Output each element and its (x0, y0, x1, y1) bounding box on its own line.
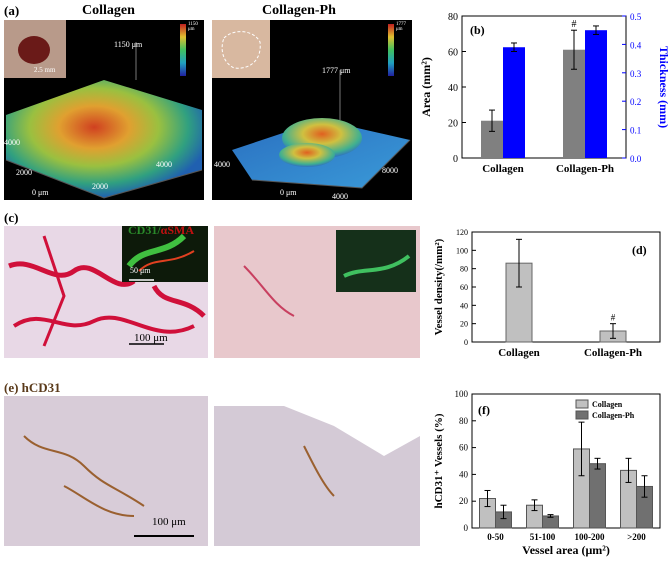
y2label-b: Thickness (mm) (657, 46, 668, 128)
legend-label-f: Collagen (592, 400, 623, 409)
xtick-label-f: 100-200 (575, 532, 605, 542)
ytick-label-d: 120 (456, 228, 468, 237)
surface-plot-collagen-ph: 1777 μm 1777 μm 0 μm 4000 8000 4000 (212, 20, 412, 200)
stain-label-cd31: CD31/ (128, 226, 161, 237)
peak-label-a: 1150 μm (114, 40, 143, 49)
histology-collagen: CD31/αSMA 50 μm 100 μm (4, 226, 208, 358)
panel-a-right-title: Collagen-Ph (262, 3, 336, 18)
ytick-label-b: 80 (448, 12, 458, 23)
ytick-label-f: 100 (455, 389, 469, 399)
bar-thickness-0 (503, 47, 525, 158)
panel-f-label: (f) (478, 403, 490, 417)
panel-d-label: (d) (632, 243, 647, 257)
ytick-label-f: 60 (459, 443, 469, 453)
xtick-label-d: Collagen (498, 347, 540, 359)
photo-scale-a: 2.5 mm (34, 66, 56, 74)
scale-c: 100 μm (134, 332, 168, 344)
ytick-label-d: 0 (464, 338, 468, 347)
axis-x-a-1: 2000 (92, 182, 108, 191)
cbar-max-a: 1150 μm (188, 22, 198, 32)
ytick-label-d: 80 (460, 265, 468, 274)
chart-d: 0 20 40 60 80 100 120 Collagen Collagen-Ph # (d) Ve… (433, 228, 661, 359)
xtick-label-f: >200 (627, 532, 646, 542)
ytick-label-f: 80 (459, 416, 469, 426)
ylabel-f: hCD31⁺ Vessels (%) (433, 413, 445, 508)
plot-frame-f (471, 393, 661, 529)
axis-origin-b: 0 μm (280, 188, 297, 197)
legend-swatch-f (575, 399, 589, 409)
xtick-label-b: Collagen-Ph (556, 163, 614, 175)
axis-y-b-1: 4000 (214, 160, 230, 169)
sig-mark-b: # (572, 19, 577, 30)
panel-c-label: (c) (4, 210, 19, 225)
peak-label-b: 1777 μm (322, 66, 351, 75)
y2tick-label-b: 0.4 (630, 40, 642, 50)
bar-thickness-1 (585, 30, 607, 159)
xlabel-f: Vessel area (μm²) (522, 543, 610, 557)
histology-collagen-ph (214, 226, 420, 358)
stain-label-asma: αSMA (160, 226, 195, 237)
scale-e: 100 μm (152, 516, 186, 528)
chart-f: 0 20 40 60 80 100 0-50 51-100 100-200 >200 Collage… (433, 389, 661, 557)
ytick-label-b: 20 (448, 119, 458, 130)
ytick-label-b: 0 (453, 154, 458, 165)
y2tick-label-b: 0.3 (630, 69, 642, 79)
y2tick-label-b: 0.1 (630, 126, 641, 136)
surface-plot-collagen: 2.5 mm 1150 μm 1150 μm 0 μm 2000 4000 40… (4, 20, 204, 200)
axis-x-a-2: 4000 (156, 160, 172, 169)
ytick-label-d: 100 (456, 246, 468, 255)
ytick-label-f: 0 (464, 523, 469, 533)
stain-label: CD31/αSMA (128, 226, 194, 238)
axis-x-b-2: 8000 (382, 166, 398, 175)
y2tick-label-b: 0.5 (630, 12, 642, 22)
ihc-collagen-ph (214, 396, 420, 546)
axis-x-b-1: 4000 (332, 192, 348, 200)
ylabel-d: Vessel density(/mm²) (433, 238, 445, 335)
xtick-label-b: Collagen (482, 163, 524, 175)
ihc-collagen: 100 μm (4, 396, 208, 546)
bar-area-1 (563, 49, 585, 158)
chart-b: 0 20 40 60 80 0.0 0.1 0.2 0.3 0.4 0.5 Collagen Colla… (419, 12, 668, 175)
inset-scale-c: 50 μm (130, 266, 151, 275)
legend-label-f: Collagen-Ph (592, 411, 635, 420)
panel-e-label: (e) hCD31 (4, 380, 61, 395)
ytick-label-f: 40 (459, 469, 469, 479)
ytick-label-f: 20 (459, 496, 469, 506)
panel-a-label: (a) (4, 3, 20, 18)
xtick-label-f: 51-100 (530, 532, 556, 542)
y2tick-label-b: 0.0 (630, 154, 642, 164)
bar-area-0 (481, 120, 503, 158)
cbar-max-b: 1777 μm (396, 22, 406, 32)
ytick-label-d: 20 (460, 320, 468, 329)
y2tick-label-b: 0.2 (630, 97, 641, 107)
ytick-label-d: 60 (460, 283, 468, 292)
panel-a-left-title: Collagen (82, 3, 135, 18)
sig-mark-d: # (611, 313, 616, 323)
panel-b-label: (b) (470, 23, 485, 37)
ytick-label-d: 40 (460, 301, 468, 310)
legend-swatch-f (575, 410, 589, 420)
ylabel-b: Area (mm²) (419, 57, 433, 117)
ytick-label-b: 40 (448, 83, 458, 94)
axis-y-a-1: 4000 (4, 138, 20, 147)
axis-y-a-2: 2000 (16, 168, 32, 177)
bar-f-1-2 (589, 463, 606, 529)
xtick-label-d: Collagen-Ph (584, 347, 642, 359)
ytick-label-b: 60 (448, 48, 458, 59)
xtick-label-f: 0-50 (487, 532, 504, 542)
axis-origin-a: 0 μm (32, 188, 49, 197)
